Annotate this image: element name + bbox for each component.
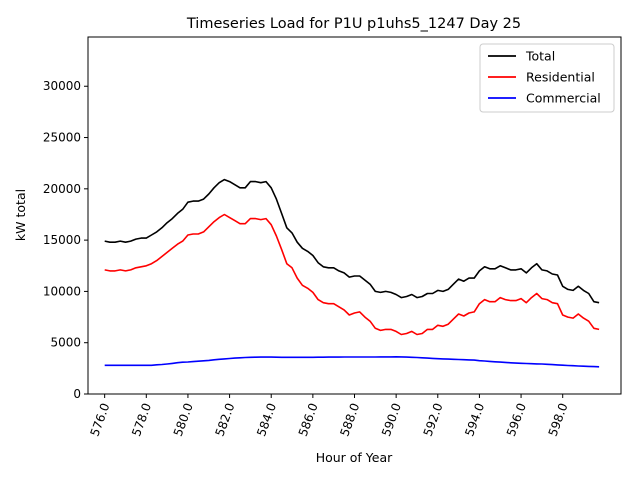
legend-box xyxy=(479,43,615,113)
legend-label-commercial: Commercial xyxy=(526,91,601,106)
chart-title: Timeseries Load for P1U p1uhs5_1247 Day … xyxy=(186,16,521,32)
y-tick-label: 10000 xyxy=(43,284,81,298)
y-tick-label: 0 xyxy=(73,387,81,401)
legend-label-residential: Residential xyxy=(526,70,595,85)
series-line-total xyxy=(104,178,600,304)
y-axis-label: kW total xyxy=(13,189,28,241)
y-tick-label: 20000 xyxy=(43,182,81,196)
y-tick-label: 5000 xyxy=(50,336,81,350)
y-axis: 0 5000 10000 15000 20000 25000 30000 xyxy=(43,79,88,401)
y-tick-label: 25000 xyxy=(43,131,81,145)
legend-label-total: Total xyxy=(525,49,555,64)
x-axis-label: Hour of Year xyxy=(316,450,393,465)
legend: Total Residential Commercial xyxy=(479,43,615,113)
series-line-commercial xyxy=(104,355,600,368)
plot-lines xyxy=(104,178,600,368)
series-line-residential xyxy=(104,213,600,336)
y-tick-label: 30000 xyxy=(43,79,81,93)
y-tick-label: 15000 xyxy=(43,233,81,247)
